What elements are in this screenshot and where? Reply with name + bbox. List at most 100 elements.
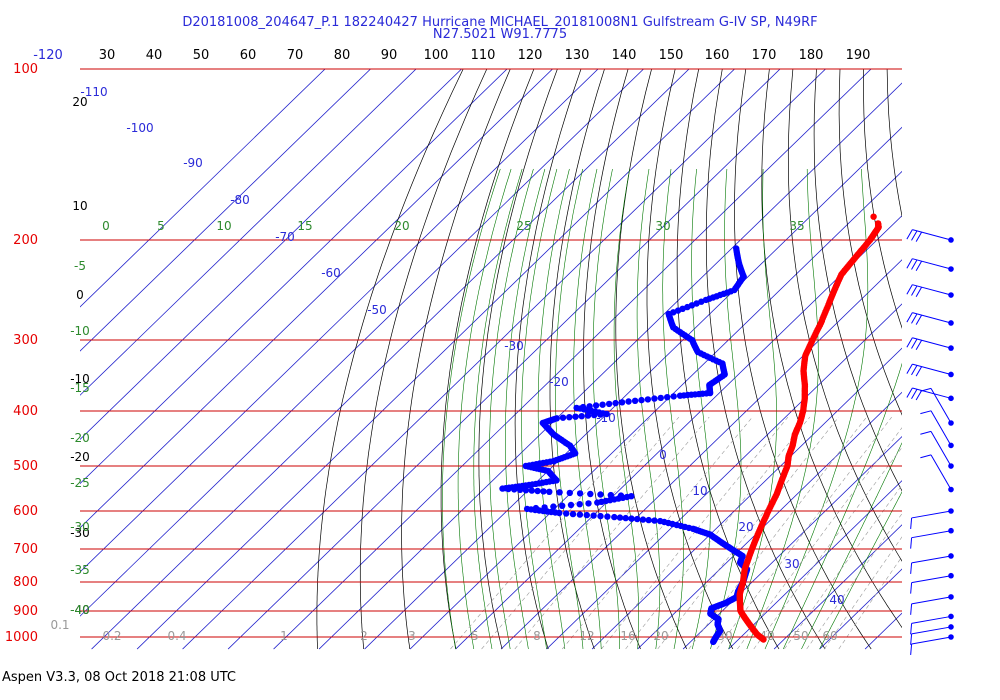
wind-barb-flag bbox=[915, 366, 923, 377]
wind-barb bbox=[910, 634, 954, 655]
dewpoint-point bbox=[556, 509, 563, 517]
mixing-ratio-line bbox=[514, 416, 710, 650]
moist-adiabat-label: 25 bbox=[516, 219, 531, 233]
moist-adiabat-label: 15 bbox=[297, 219, 312, 233]
pressure-label: 300 bbox=[13, 333, 38, 348]
top-axis-label: 170 bbox=[752, 48, 777, 63]
dry-adiabat-line bbox=[787, 69, 902, 562]
pressure-label: 800 bbox=[13, 575, 38, 590]
moist-adiabat-line bbox=[442, 168, 501, 650]
wind-barb-staff bbox=[912, 387, 952, 399]
top-axis-label: 70 bbox=[287, 48, 304, 63]
moist-adiabat-line bbox=[728, 168, 777, 650]
pressure-label: 600 bbox=[13, 504, 38, 519]
dewpoint-point bbox=[645, 516, 652, 524]
wind-barb-staff bbox=[911, 575, 952, 584]
dewpoint-point bbox=[499, 485, 506, 492]
top-axis-label: 30 bbox=[99, 48, 116, 63]
dewpoint-point bbox=[566, 489, 573, 497]
dewpoint-point bbox=[625, 398, 632, 405]
mixing-ratio-line bbox=[824, 536, 902, 650]
dewpoint-point bbox=[607, 491, 614, 499]
isotherm-line bbox=[80, 69, 599, 573]
isotherm-line bbox=[80, 69, 554, 529]
dry-adiabat-line bbox=[676, 69, 780, 650]
dewpoint-point bbox=[584, 412, 592, 419]
wind-barb bbox=[910, 613, 954, 635]
top-axis-label: -120 bbox=[33, 48, 63, 63]
dry-adiabat-line bbox=[956, 43, 1000, 649]
moist-temperature-label: -10 bbox=[70, 324, 90, 338]
dewpoint-point bbox=[592, 402, 600, 409]
wind-barb-flag bbox=[910, 603, 913, 615]
isotherm-label: -110 bbox=[80, 85, 107, 99]
wind-barb-flag bbox=[906, 363, 913, 374]
wind-barb bbox=[920, 430, 954, 469]
moist-temperature-label: -30 bbox=[70, 520, 90, 534]
top-axis-label: 60 bbox=[240, 48, 257, 63]
isotherm-line bbox=[591, 347, 902, 650]
wind-barb-flag bbox=[910, 537, 913, 549]
wind-barb-flag bbox=[915, 314, 923, 325]
isotherm-line bbox=[773, 524, 902, 650]
isotherm-line bbox=[273, 69, 872, 650]
dry-adiabat-line bbox=[761, 69, 902, 629]
wind-barb-flag bbox=[910, 562, 913, 574]
dewpoint-point bbox=[597, 411, 604, 418]
wind-barb-flag bbox=[911, 338, 918, 349]
dry-adiabat-label: -30 bbox=[70, 526, 90, 540]
mixing-ratio-line bbox=[481, 416, 680, 650]
temperature-point bbox=[870, 213, 877, 220]
top-axis-label: 40 bbox=[146, 48, 163, 63]
dewpoint-point bbox=[567, 501, 575, 509]
mixing-ratio-label: 0.4 bbox=[167, 629, 186, 643]
dewpoint-point bbox=[604, 513, 611, 520]
dewpoint-point bbox=[576, 511, 584, 518]
dewpoint-point bbox=[603, 410, 610, 418]
dewpoint-point bbox=[644, 396, 652, 403]
isotherm-label: -90 bbox=[183, 156, 203, 170]
temperature-point bbox=[760, 636, 767, 643]
isotherm-label: 20 bbox=[738, 520, 753, 534]
dewpoint-point bbox=[591, 411, 598, 419]
isotherm-label: -30 bbox=[504, 339, 524, 353]
moist-adiabat-label: 20 bbox=[394, 219, 409, 233]
mixing-ratio-label: 0.2 bbox=[102, 629, 121, 643]
dewpoint-point bbox=[511, 486, 518, 493]
dewpoint-point bbox=[559, 502, 566, 509]
pressure-label: 700 bbox=[13, 542, 38, 557]
dry-adiabat-line bbox=[734, 69, 872, 650]
wind-barb-flag bbox=[915, 390, 923, 401]
dewpoint-point bbox=[572, 413, 579, 420]
dewpoint-point bbox=[559, 414, 567, 421]
moist-temperature-label: -40 bbox=[70, 603, 90, 617]
dewpoint-point bbox=[578, 413, 585, 420]
dry-adiabat-label: 10 bbox=[72, 199, 87, 213]
wind-barb-staff bbox=[912, 284, 952, 296]
dewpoint-point bbox=[622, 514, 629, 522]
moist-temperature-label: -5 bbox=[74, 259, 86, 273]
wind-barb bbox=[906, 229, 954, 243]
dewpoint-point bbox=[597, 491, 604, 498]
isotherm-line bbox=[318, 82, 902, 650]
wind-barb bbox=[910, 624, 954, 645]
dewpoint-point bbox=[664, 394, 671, 401]
dewpoint-point bbox=[611, 513, 618, 521]
wind-barb bbox=[906, 387, 954, 402]
wind-barb-station bbox=[948, 292, 954, 298]
dewpoint-point bbox=[534, 487, 541, 495]
dry-adiabat-line bbox=[910, 43, 1000, 649]
dry-adiabat-label: -40 bbox=[70, 603, 90, 617]
wind-barb-flag bbox=[911, 313, 918, 324]
chart-subtitle: N27.5021 W91.7775 bbox=[432, 27, 568, 42]
dewpoint-point bbox=[516, 486, 524, 493]
top-axis-label: 120 bbox=[518, 48, 543, 63]
top-axis-label: 50 bbox=[193, 48, 210, 63]
wind-barb-flag bbox=[906, 312, 913, 323]
dry-adiabat-label: 20 bbox=[72, 95, 87, 109]
dewpoint-point bbox=[546, 488, 553, 495]
dewpoint-point bbox=[651, 395, 658, 402]
isotherm-line bbox=[637, 391, 902, 650]
dewpoint-point bbox=[590, 512, 597, 519]
